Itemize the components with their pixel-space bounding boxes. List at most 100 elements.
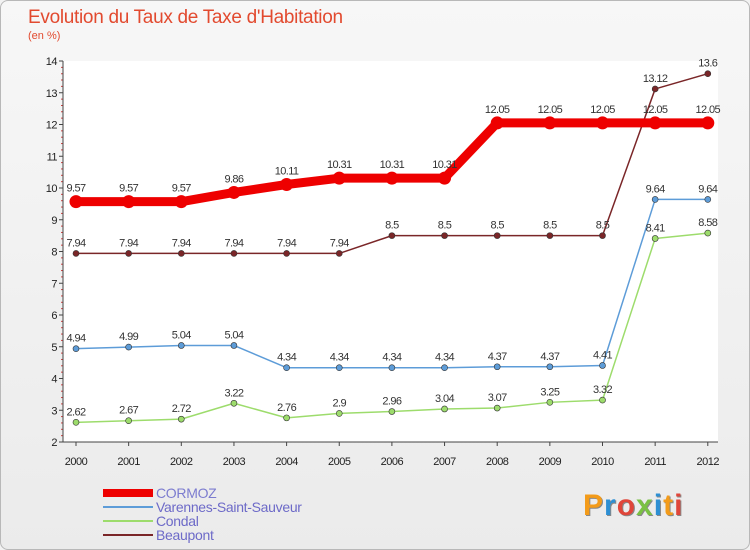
chart-title: Evolution du Taux de Taxe d'Habitation — [28, 7, 343, 28]
data-point — [178, 342, 185, 349]
data-point — [280, 178, 294, 192]
data-point — [651, 85, 659, 93]
data-label: 4.34 — [330, 352, 349, 364]
data-label: 10.31 — [327, 159, 352, 171]
data-point — [122, 195, 136, 209]
data-point — [335, 364, 343, 372]
x-tick-label: 2006 — [381, 456, 404, 468]
data-point — [332, 171, 346, 185]
data-point — [72, 345, 80, 352]
data-label: 9.57 — [66, 183, 85, 195]
x-tick-label: 2008 — [486, 456, 509, 468]
data-point — [599, 232, 606, 239]
x-tick-label: 2004 — [275, 456, 298, 468]
data-label: 3.22 — [224, 387, 243, 399]
data-label: 10.11 — [275, 166, 299, 178]
y-tick-label: 10 — [46, 183, 58, 195]
x-tick-label: 2001 — [117, 456, 140, 468]
x-tick-label: 2003 — [223, 456, 246, 468]
x-tick-label: 2011 — [644, 456, 666, 468]
data-label: 12.05 — [538, 104, 563, 116]
y-tick-label: 11 — [47, 151, 58, 163]
data-label: 9.57 — [172, 183, 191, 195]
proxiti-logo: Proxiti — [583, 489, 683, 523]
data-point — [599, 396, 606, 404]
data-point — [283, 250, 290, 257]
data-label: 8.41 — [646, 222, 665, 234]
data-point — [227, 185, 241, 199]
x-tick-label: 2009 — [539, 456, 562, 468]
data-label: 8.5 — [596, 220, 610, 232]
data-point — [230, 342, 238, 349]
data-label: 12.05 — [643, 104, 668, 116]
data-point — [69, 195, 83, 209]
data-point — [648, 116, 662, 130]
x-tick-label: 2007 — [433, 456, 456, 468]
legend-label: Varennes-Saint-Sauveur — [156, 499, 302, 515]
data-point — [546, 399, 554, 406]
data-label: 8.5 — [490, 220, 504, 232]
data-label: 8.5 — [385, 220, 399, 232]
data-label: 2.72 — [172, 403, 191, 415]
y-tick-label: 3 — [51, 405, 57, 417]
data-label: 2.76 — [277, 402, 296, 414]
data-point — [388, 364, 396, 372]
data-point — [441, 232, 448, 239]
data-label: 3.25 — [540, 386, 559, 398]
data-point — [335, 250, 343, 257]
x-tick-label: 2000 — [65, 456, 88, 468]
data-point — [490, 116, 504, 130]
data-point — [178, 415, 185, 423]
data-label: 13.12 — [643, 73, 668, 85]
x-tick-label: 2002 — [170, 456, 193, 468]
y-axis-unit-label: (en %) — [28, 30, 61, 42]
data-point — [230, 399, 238, 407]
plot-area — [63, 61, 718, 442]
x-tick-label: 2005 — [328, 456, 351, 468]
data-point — [546, 363, 554, 371]
data-point — [125, 250, 132, 257]
data-point — [599, 362, 606, 369]
data-point — [72, 250, 80, 257]
data-label: 7.94 — [66, 237, 85, 249]
data-label: 5.04 — [172, 329, 191, 341]
data-point — [493, 363, 501, 371]
data-point — [704, 70, 712, 77]
logo-letter: r — [604, 489, 617, 522]
data-point — [385, 171, 399, 185]
logo-letter: o — [616, 489, 637, 522]
data-label: 13.6 — [698, 58, 717, 70]
logo-letter: x — [636, 489, 654, 522]
data-point — [230, 250, 238, 257]
data-label: 3.04 — [435, 393, 454, 405]
y-tick-label: 8 — [51, 247, 57, 259]
data-label: 2.96 — [382, 396, 401, 408]
data-label: 7.94 — [172, 237, 191, 249]
logo-letter: i — [674, 489, 684, 522]
x-tick-label: 2012 — [697, 456, 720, 468]
data-point — [704, 196, 712, 203]
data-label: 9.57 — [119, 183, 138, 195]
data-label: 5.04 — [224, 329, 243, 341]
data-point — [125, 417, 132, 425]
y-tick-label: 7 — [51, 278, 57, 290]
y-tick-label: 5 — [51, 342, 57, 354]
data-label: 4.34 — [277, 352, 296, 364]
data-point — [388, 232, 396, 239]
data-label: 3.07 — [488, 392, 507, 404]
data-label: 2.9 — [333, 397, 347, 409]
data-label: 8.5 — [543, 220, 557, 232]
data-label: 3.32 — [593, 384, 612, 396]
logo-letter: P — [583, 489, 605, 522]
y-tick-label: 12 — [46, 120, 58, 132]
data-point — [701, 116, 715, 130]
data-label: 4.34 — [435, 352, 454, 364]
data-label: 2.62 — [66, 406, 85, 418]
data-label: 7.94 — [119, 237, 138, 249]
data-point — [441, 364, 448, 372]
y-tick-label: 13 — [46, 88, 58, 100]
data-point — [704, 229, 712, 237]
data-label: 10.31 — [432, 159, 457, 171]
data-label: 4.37 — [540, 351, 559, 363]
